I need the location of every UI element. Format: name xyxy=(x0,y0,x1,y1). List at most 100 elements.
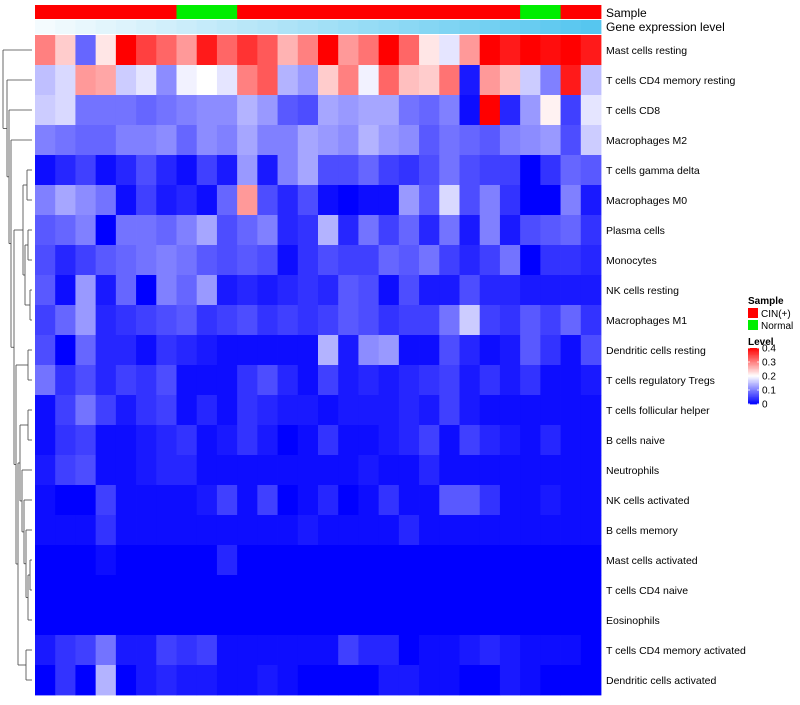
heatmap-cell xyxy=(540,65,561,96)
heatmap-cell xyxy=(479,65,501,96)
heatmap-cell xyxy=(156,335,177,366)
heatmap-cell xyxy=(318,35,339,66)
heatmap-cell xyxy=(560,245,582,276)
heatmap-cell xyxy=(196,425,218,456)
heatmap-cell xyxy=(459,425,481,456)
heatmap-cell xyxy=(176,575,198,606)
heatmap-cell xyxy=(75,485,97,516)
heatmap-cell xyxy=(378,35,400,66)
heatmap-cell xyxy=(156,395,177,426)
heatmap-cell xyxy=(216,335,238,366)
heatmap-cell xyxy=(115,635,137,666)
heatmap-cell xyxy=(439,245,460,276)
row-label: NK cells resting xyxy=(606,285,679,297)
heatmap-cell xyxy=(216,305,238,336)
heatmap-cell xyxy=(55,605,76,636)
heatmap-cell xyxy=(398,665,420,696)
expression-annotation-cell xyxy=(338,20,359,34)
heatmap-cell xyxy=(136,455,157,486)
heatmap-cell xyxy=(196,395,218,426)
legend-level-gradient-step xyxy=(748,350,759,353)
heatmap-cell xyxy=(196,35,218,66)
heatmap-cell xyxy=(479,665,501,696)
heatmap-cell xyxy=(35,395,56,426)
heatmap-cell xyxy=(459,335,481,366)
legend-level-gradient-step xyxy=(748,360,759,363)
heatmap-cell xyxy=(75,215,97,246)
heatmap-cell xyxy=(358,515,380,546)
heatmap-cell xyxy=(560,125,582,156)
heatmap-cell xyxy=(580,395,602,426)
legend-level-gradient-step xyxy=(748,359,759,361)
heatmap-cell xyxy=(560,275,582,306)
heatmap-cell xyxy=(257,155,278,186)
sample-annotation-cell xyxy=(136,5,157,19)
row-label: Mast cells resting xyxy=(606,45,687,57)
heatmap-cell xyxy=(479,605,501,636)
heatmap-cell xyxy=(95,605,117,636)
heatmap-cell xyxy=(560,335,582,366)
heatmap-cell xyxy=(479,125,501,156)
sample-annotation-cell xyxy=(55,5,76,19)
heatmap-cell xyxy=(459,605,481,636)
heatmap-cell xyxy=(358,425,380,456)
heatmap-cell xyxy=(216,515,238,546)
legend-sample-label: CIN(+) xyxy=(761,309,791,320)
heatmap-cell xyxy=(540,485,561,516)
heatmap-cell xyxy=(419,245,440,276)
heatmap-cell xyxy=(398,305,420,336)
heatmap-cell xyxy=(378,155,400,186)
heatmap-cell xyxy=(196,65,218,96)
heatmap-cell xyxy=(75,35,97,66)
heatmap-cell xyxy=(156,95,177,126)
sample-annotation-cell xyxy=(95,5,117,19)
row-label: T cells follicular helper xyxy=(606,405,710,417)
heatmap-cell xyxy=(35,665,56,696)
legend-level-gradient-step xyxy=(748,357,759,360)
heatmap-cell xyxy=(277,35,299,66)
heatmap-cell xyxy=(216,665,238,696)
heatmap-cell xyxy=(580,545,602,576)
sample-annotation-cell xyxy=(216,5,238,19)
heatmap-cell xyxy=(115,185,137,216)
heatmap-cell xyxy=(419,305,440,336)
heatmap-cell xyxy=(35,215,56,246)
heatmap-cell xyxy=(439,65,460,96)
heatmap-cell xyxy=(580,65,602,96)
heatmap-cell xyxy=(196,305,218,336)
expression-annotation-cell xyxy=(95,20,117,34)
heatmap-cell xyxy=(560,365,582,396)
legend-level-tick: 0.2 xyxy=(762,372,776,383)
heatmap-cell xyxy=(439,365,460,396)
heatmap-cell xyxy=(216,425,238,456)
heatmap-cell xyxy=(277,635,299,666)
heatmap-cell xyxy=(540,305,561,336)
heatmap-cell xyxy=(338,155,359,186)
heatmap-cell xyxy=(257,395,278,426)
heatmap-cell xyxy=(398,395,420,426)
legend-level-gradient-step xyxy=(748,388,759,391)
heatmap-cell xyxy=(75,425,97,456)
heatmap-cell xyxy=(115,215,137,246)
heatmap-cell xyxy=(459,485,481,516)
heatmap-cell xyxy=(358,95,380,126)
row-label: Mast cells activated xyxy=(606,555,698,567)
row-label: T cells gamma delta xyxy=(606,165,700,177)
legend-level-gradient-step xyxy=(748,352,759,354)
heatmap-cell xyxy=(75,515,97,546)
heatmap-cell xyxy=(540,245,561,276)
heatmap-cell xyxy=(277,275,299,306)
legend-level-gradient-step xyxy=(748,380,759,382)
sample-annotation-cell xyxy=(297,5,319,19)
heatmap-cell xyxy=(196,275,218,306)
heatmap-cell xyxy=(196,545,218,576)
heatmap-cell xyxy=(499,425,521,456)
heatmap-cell xyxy=(378,455,400,486)
heatmap-cell xyxy=(358,185,380,216)
heatmap-cell xyxy=(560,485,582,516)
expression-annotation-cell xyxy=(176,20,198,34)
heatmap-cell xyxy=(257,665,278,696)
heatmap-cell xyxy=(439,185,460,216)
heatmap-cell xyxy=(136,665,157,696)
heatmap-cell xyxy=(580,335,602,366)
